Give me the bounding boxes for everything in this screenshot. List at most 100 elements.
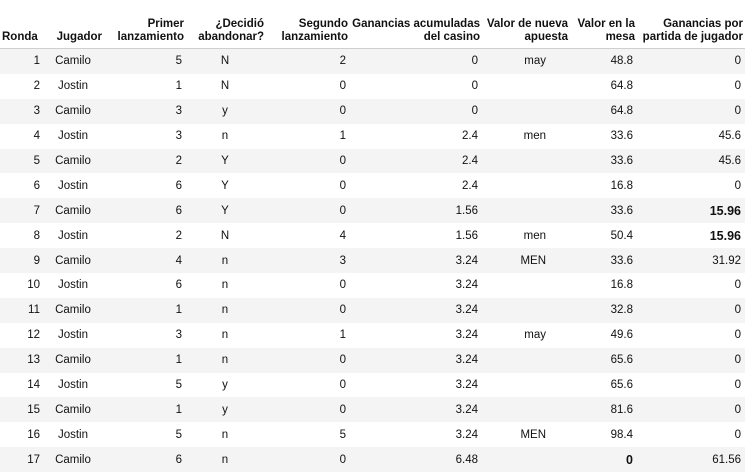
cell-ronda[interactable]: 14 [0,373,44,398]
cell-jugador[interactable]: Camilo [44,99,104,124]
cell-abandono[interactable]: n [186,348,266,373]
cell-valor-nueva-apuesta[interactable] [482,273,570,298]
cell-primer-lanzamiento[interactable]: 1 [104,298,186,323]
cell-jugador[interactable]: Camilo [44,298,104,323]
cell-ganancias-casino[interactable]: 0 [350,99,482,124]
cell-ganancias-jugador[interactable]: 15.96 [637,198,745,223]
cell-ronda[interactable]: 11 [0,298,44,323]
cell-ganancias-casino[interactable]: 2.4 [350,173,482,198]
cell-valor-nueva-apuesta[interactable]: MEN [482,248,570,273]
cell-ganancias-casino[interactable]: 1.56 [350,198,482,223]
cell-segundo-lanzamiento[interactable]: 4 [266,223,350,248]
cell-ronda[interactable]: 13 [0,348,44,373]
cell-jugador[interactable]: Jostin [44,273,104,298]
cell-jugador[interactable]: Jostin [44,373,104,398]
col-header-jugador[interactable]: Jugador [44,0,104,49]
cell-jugador[interactable]: Jostin [44,124,104,149]
cell-abandono[interactable]: n [186,422,266,447]
col-header-valor-mesa[interactable]: Valor en la mesa [570,0,637,49]
cell-abandono[interactable]: y [186,397,266,422]
cell-valor-mesa[interactable]: 48.8 [570,49,637,74]
cell-ganancias-casino[interactable]: 3.24 [350,298,482,323]
cell-segundo-lanzamiento[interactable]: 0 [266,99,350,124]
cell-ganancias-casino[interactable]: 3.24 [350,323,482,348]
cell-ronda[interactable]: 9 [0,248,44,273]
cell-valor-nueva-apuesta[interactable]: MEN [482,422,570,447]
col-header-ganancias-casino[interactable]: Ganancias acumuladas del casino [350,0,482,49]
col-header-segundo-lanzamiento[interactable]: Segundo lanzamiento [266,0,350,49]
cell-jugador[interactable]: Jostin [44,223,104,248]
cell-primer-lanzamiento[interactable]: 1 [104,74,186,99]
col-header-decidio-abandonar[interactable]: ¿Decidió abandonar? [186,0,266,49]
cell-jugador[interactable]: Jostin [44,422,104,447]
cell-ronda[interactable]: 17 [0,447,44,472]
cell-abandono[interactable]: Y [186,173,266,198]
col-header-ronda[interactable]: Ronda [0,0,44,49]
cell-abandono[interactable]: n [186,124,266,149]
col-header-ganancias-jugador[interactable]: Ganancias por partida de jugador [637,0,745,49]
cell-ganancias-casino[interactable]: 3.24 [350,422,482,447]
cell-ganancias-jugador[interactable]: 0 [637,173,745,198]
cell-valor-mesa[interactable]: 33.6 [570,248,637,273]
cell-ronda[interactable]: 10 [0,273,44,298]
cell-primer-lanzamiento[interactable]: 6 [104,173,186,198]
cell-valor-mesa[interactable]: 65.6 [570,348,637,373]
cell-segundo-lanzamiento[interactable]: 0 [266,397,350,422]
cell-jugador[interactable]: Jostin [44,323,104,348]
cell-abandono[interactable]: Y [186,149,266,174]
cell-valor-mesa[interactable]: 64.8 [570,74,637,99]
cell-abandono[interactable]: n [186,273,266,298]
cell-primer-lanzamiento[interactable]: 6 [104,273,186,298]
cell-abandono[interactable]: N [186,223,266,248]
cell-abandono[interactable]: N [186,74,266,99]
cell-valor-mesa[interactable]: 16.8 [570,273,637,298]
cell-primer-lanzamiento[interactable]: 6 [104,198,186,223]
cell-segundo-lanzamiento[interactable]: 0 [266,149,350,174]
cell-valor-nueva-apuesta[interactable] [482,173,570,198]
cell-ronda[interactable]: 2 [0,74,44,99]
cell-primer-lanzamiento[interactable]: 3 [104,323,186,348]
col-header-valor-nueva-apuesta[interactable]: Valor de nueva apuesta [482,0,570,49]
cell-valor-mesa[interactable]: 49.6 [570,323,637,348]
cell-primer-lanzamiento[interactable]: 3 [104,99,186,124]
cell-valor-nueva-apuesta[interactable] [482,397,570,422]
cell-primer-lanzamiento[interactable]: 2 [104,223,186,248]
cell-valor-mesa[interactable]: 50.4 [570,223,637,248]
cell-ganancias-casino[interactable]: 3.24 [350,273,482,298]
cell-ganancias-casino[interactable]: 3.24 [350,397,482,422]
cell-ganancias-casino[interactable]: 1.56 [350,223,482,248]
cell-valor-nueva-apuesta[interactable] [482,298,570,323]
cell-primer-lanzamiento[interactable]: 5 [104,373,186,398]
cell-ganancias-jugador[interactable]: 0 [637,397,745,422]
cell-segundo-lanzamiento[interactable]: 0 [266,74,350,99]
cell-segundo-lanzamiento[interactable]: 0 [266,373,350,398]
cell-primer-lanzamiento[interactable]: 4 [104,248,186,273]
cell-jugador[interactable]: Camilo [44,149,104,174]
cell-primer-lanzamiento[interactable]: 1 [104,397,186,422]
cell-jugador[interactable]: Camilo [44,198,104,223]
cell-ganancias-jugador[interactable]: 0 [637,323,745,348]
cell-valor-nueva-apuesta[interactable] [482,149,570,174]
cell-ganancias-jugador[interactable]: 0 [637,74,745,99]
cell-jugador[interactable]: Camilo [44,49,104,74]
cell-abandono[interactable]: y [186,99,266,124]
cell-valor-nueva-apuesta[interactable] [482,198,570,223]
cell-segundo-lanzamiento[interactable]: 2 [266,49,350,74]
cell-jugador[interactable]: Camilo [44,348,104,373]
cell-segundo-lanzamiento[interactable]: 0 [266,198,350,223]
cell-jugador[interactable]: Jostin [44,74,104,99]
cell-valor-nueva-apuesta[interactable]: men [482,124,570,149]
cell-primer-lanzamiento[interactable]: 6 [104,447,186,472]
cell-ganancias-jugador[interactable]: 0 [637,298,745,323]
cell-ganancias-casino[interactable]: 2.4 [350,124,482,149]
cell-segundo-lanzamiento[interactable]: 1 [266,124,350,149]
cell-segundo-lanzamiento[interactable]: 0 [266,447,350,472]
cell-segundo-lanzamiento[interactable]: 3 [266,248,350,273]
cell-ronda[interactable]: 12 [0,323,44,348]
cell-ganancias-casino[interactable]: 3.24 [350,248,482,273]
cell-primer-lanzamiento[interactable]: 1 [104,348,186,373]
cell-valor-nueva-apuesta[interactable] [482,99,570,124]
cell-ganancias-casino[interactable]: 0 [350,74,482,99]
cell-abandono[interactable]: n [186,447,266,472]
cell-valor-mesa[interactable]: 0 [570,447,637,472]
